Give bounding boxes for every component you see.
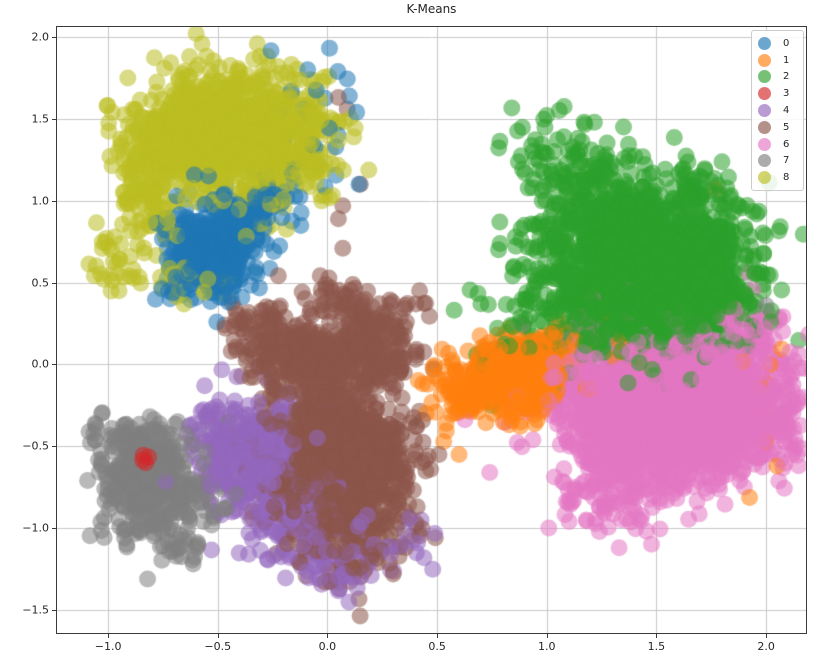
x-tick-label: 0.5 [428,640,446,653]
y-tick-mark [52,118,56,120]
y-tick-mark [52,610,56,612]
y-tick-mark [52,200,56,202]
legend-entry: 0 [758,35,803,52]
y-tick-label: 1.0 [31,194,50,208]
x-tick-mark [108,634,110,638]
legend-marker-icon [758,171,771,185]
legend-entry: 3 [758,85,803,102]
x-tick-mark [217,634,219,638]
x-tick-mark [766,634,768,638]
legend-label: 3 [783,88,790,100]
y-tick-mark [52,446,56,448]
legend: 0 1 2 3 4 5 6 7 8 [751,30,804,192]
legend-marker-icon [758,104,771,118]
legend-entry: 2 [758,69,803,86]
y-tick-label: 0.5 [31,276,50,290]
legend-entry: 6 [758,136,803,153]
legend-entry: 4 [758,102,803,119]
scatter-canvas [57,27,806,633]
x-tick-label: 2.0 [757,640,775,653]
legend-label: 6 [783,138,790,150]
y-tick-label: 0.0 [31,357,50,371]
y-tick-label: −0.5 [22,439,49,453]
legend-label: 5 [783,121,790,133]
y-tick-mark [52,36,56,38]
x-tick-label: −1.0 [94,640,122,653]
legend-label: 8 [783,172,790,184]
legend-marker-icon [758,36,771,50]
legend-entry: 5 [758,119,803,136]
legend-marker-icon [758,154,771,168]
legend-label: 2 [783,71,790,83]
legend-label: 7 [783,155,790,167]
x-tick-label: −0.5 [204,640,232,653]
y-tick-mark [52,364,56,366]
legend-entry: 8 [758,169,803,186]
y-tick-label: 2.0 [31,30,50,44]
legend-entry: 1 [758,52,803,69]
legend-marker-icon [758,70,771,84]
legend-entry: 7 [758,153,803,170]
y-tick-label: −1.0 [22,521,49,535]
x-tick-mark [437,634,439,638]
x-tick-mark [656,634,658,638]
legend-marker-icon [758,120,771,134]
y-tick-mark [52,282,56,284]
legend-marker-icon [758,87,771,101]
chart-title: K-Means [406,2,457,16]
x-tick-label: 1.5 [647,640,666,653]
y-tick-label: 1.5 [31,112,50,126]
legend-marker-icon [758,137,771,151]
legend-label: 1 [783,54,790,66]
x-tick-mark [327,634,329,638]
y-tick-label: −1.5 [22,603,49,617]
legend-label: 0 [783,37,790,49]
legend-label: 4 [783,105,790,117]
x-tick-label: 0.0 [318,640,337,653]
legend-marker-icon [758,53,771,67]
y-tick-mark [52,528,56,530]
x-tick-mark [546,634,548,638]
x-tick-label: 1.0 [538,640,556,653]
